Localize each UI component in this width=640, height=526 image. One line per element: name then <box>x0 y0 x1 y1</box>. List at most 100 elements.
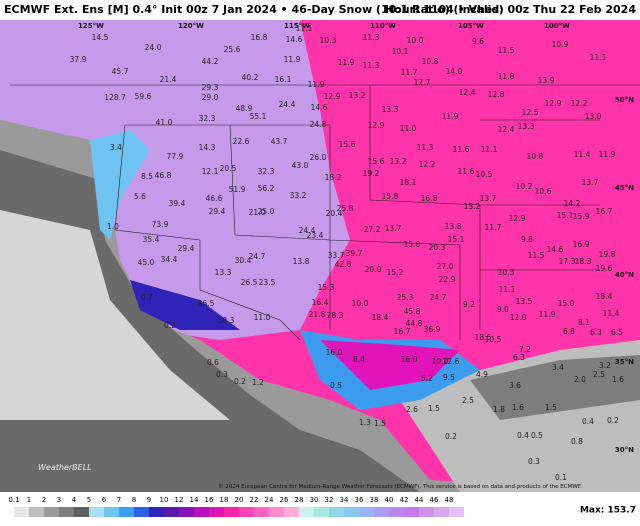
map-value: 11.9 <box>599 150 616 159</box>
map-value: 0.2 <box>445 432 457 441</box>
colorbar-swatch <box>44 507 59 517</box>
map-value: 55.1 <box>250 112 267 121</box>
map-value: 30.4 <box>235 256 252 265</box>
map-value: 15.2 <box>387 268 404 277</box>
map-value: 19.8 <box>599 250 616 259</box>
map-value: 13.3 <box>215 268 232 277</box>
map-value: 26.0 <box>310 153 327 162</box>
map-value: 1.5 <box>545 403 557 412</box>
map-value: 0.5 <box>531 431 543 440</box>
map-value: 11.5 <box>528 251 545 260</box>
map-value: 0.3 <box>216 370 228 379</box>
map-value: 16.8 <box>421 194 438 203</box>
map-value: 36.9 <box>424 325 441 334</box>
map-value: 13.9 <box>538 76 555 85</box>
map-value: 33.2 <box>290 191 307 200</box>
map-value: 42.8 <box>335 260 352 269</box>
map-value: 20.0 <box>365 265 382 274</box>
map-value: 10.0 <box>407 36 424 45</box>
map-value: 13.2 <box>349 91 366 100</box>
map-value: 14.6 <box>547 245 564 254</box>
colorbar-swatch <box>434 507 449 517</box>
map-value: 1.2 <box>252 378 264 387</box>
map-value: 15.1 <box>557 211 574 220</box>
map-value: 25.0 <box>258 207 275 216</box>
colorbar-swatch <box>404 507 419 517</box>
map-value: 20.3 <box>429 243 446 252</box>
map-value: 51.9 <box>229 185 246 194</box>
colorbar-label: 34 <box>340 496 349 504</box>
colorbar-swatch <box>389 507 404 517</box>
colorbar-swatch <box>419 507 434 517</box>
lat-label: 35°N <box>615 358 634 366</box>
map-value: 10.6 <box>535 187 552 196</box>
lat-label: 50°N <box>615 96 634 104</box>
map-value: 11.9 <box>284 55 301 64</box>
map-value: 24.4 <box>279 100 296 109</box>
colorbar-label: 1 <box>27 496 31 504</box>
map-value: 2.5 <box>462 396 474 405</box>
map-value: 1.6 <box>512 403 524 412</box>
header-bar <box>0 0 640 20</box>
colorbar-swatch <box>179 507 194 517</box>
map-value: 15.8 <box>382 192 399 201</box>
map-value: 12.9 <box>545 99 562 108</box>
map-value: 28.3 <box>327 311 344 320</box>
colorbar-label: 16 <box>205 496 214 504</box>
map-value: 24.7 <box>249 252 266 261</box>
map-value: 46.8 <box>155 171 172 180</box>
map-value: 11.3 <box>363 61 380 70</box>
map-value: 23.4 <box>307 231 324 240</box>
map-value: 29.0 <box>202 93 219 102</box>
colorbar-label: 20 <box>235 496 244 504</box>
colorbar-swatch <box>299 507 314 517</box>
colorbar-swatch <box>119 507 134 517</box>
colorbar-swatch <box>284 507 299 517</box>
map-value: 46.6 <box>206 194 223 203</box>
colorbar-label: 5 <box>87 496 91 504</box>
map-value: 34.4 <box>161 255 178 264</box>
map-value: 3.4 <box>110 143 122 152</box>
map-value: 13.2 <box>390 157 407 166</box>
colorbar-label: 48 <box>445 496 454 504</box>
map-value: 13.0 <box>585 112 602 121</box>
grey-band <box>470 355 640 420</box>
map-value: 12.6 <box>443 357 460 366</box>
coast-blue <box>90 130 150 240</box>
map-value: 11.9 <box>442 112 459 121</box>
map-value: 6.3 <box>590 328 602 337</box>
map-value: 11.9 <box>338 58 355 67</box>
colorbar-swatch <box>164 507 179 517</box>
map-value: 24.0 <box>145 43 162 52</box>
map-value: 32.3 <box>199 114 216 123</box>
map-value: 11.7 <box>401 68 418 77</box>
map-value: 59.6 <box>135 92 152 101</box>
map-value: 11.4 <box>574 150 591 159</box>
lon-label: 110°W <box>370 22 396 30</box>
map-value: 15.6 <box>368 157 385 166</box>
colorbar-label: 14 <box>190 496 199 504</box>
colorbar-label: 4 <box>72 496 77 504</box>
colorbar-swatch <box>209 507 224 517</box>
map-value: 15.6 <box>339 140 356 149</box>
map-value: 3.4 <box>552 363 564 372</box>
map-value: 6.5 <box>611 328 623 337</box>
map-value: 37.9 <box>70 55 87 64</box>
map-value: 16.0 <box>401 355 418 364</box>
map-value: 14.5 <box>92 33 109 42</box>
map-value: 14.6 <box>286 35 303 44</box>
colorbar-label: 24 <box>265 496 274 504</box>
map-value: 1.5 <box>428 404 440 413</box>
map-value: 10.5 <box>476 170 493 179</box>
map-value: 29.4 <box>209 207 226 216</box>
map-value: 21.8 <box>309 310 326 319</box>
map-value: 24.4 <box>299 226 316 235</box>
map-value: 6.8 <box>563 327 575 336</box>
map-value: 39.7 <box>346 249 363 258</box>
map-value: 12.9 <box>368 121 385 130</box>
colorbar-label: 7 <box>117 496 121 504</box>
map-value: 33.7 <box>328 251 345 260</box>
map-value: 9.2 <box>463 300 475 309</box>
colorbar-label: 9 <box>147 496 151 504</box>
colorbar-swatch <box>134 507 149 517</box>
